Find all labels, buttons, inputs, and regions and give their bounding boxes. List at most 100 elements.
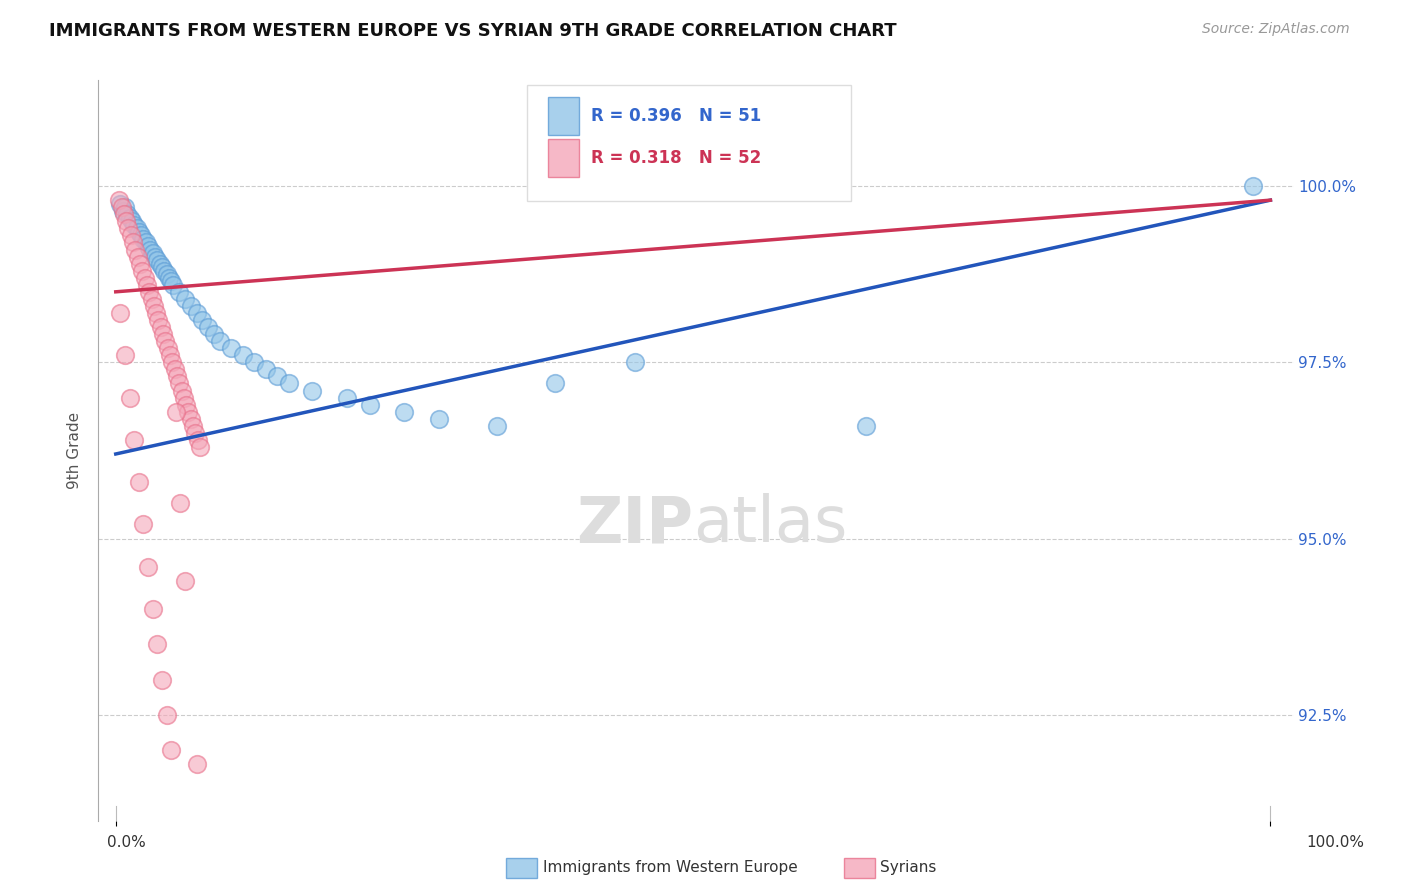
- Point: [149, 320, 172, 334]
- Point: [336, 391, 359, 405]
- Point: [165, 405, 187, 419]
- Point: [146, 637, 169, 651]
- Point: [136, 239, 159, 253]
- Point: [163, 362, 186, 376]
- Point: [111, 203, 134, 218]
- Text: atlas: atlas: [693, 493, 848, 556]
- Point: [167, 376, 190, 391]
- Point: [169, 496, 191, 510]
- Text: Immigrants from Western Europe: Immigrants from Western Europe: [543, 860, 797, 874]
- Point: [855, 418, 877, 433]
- Point: [301, 384, 323, 398]
- Point: [180, 411, 202, 425]
- Text: IMMIGRANTS FROM WESTERN EUROPE VS SYRIAN 9TH GRADE CORRELATION CHART: IMMIGRANTS FROM WESTERN EUROPE VS SYRIAN…: [49, 22, 897, 40]
- Point: [131, 263, 153, 277]
- Text: Source: ZipAtlas.com: Source: ZipAtlas.com: [1202, 22, 1350, 37]
- Point: [174, 574, 197, 588]
- Point: [186, 757, 208, 772]
- Point: [162, 277, 184, 292]
- Point: [181, 418, 204, 433]
- Point: [138, 285, 160, 299]
- Point: [155, 707, 177, 722]
- Point: [110, 306, 132, 320]
- Point: [1241, 179, 1264, 194]
- Point: [208, 334, 231, 348]
- Text: Syrians: Syrians: [880, 860, 936, 874]
- Point: [278, 376, 301, 391]
- Point: [184, 425, 207, 440]
- Point: [155, 267, 177, 281]
- Point: [112, 207, 135, 221]
- Point: [122, 433, 145, 447]
- Point: [143, 250, 166, 264]
- Point: [149, 257, 172, 271]
- Point: [191, 313, 214, 327]
- Point: [624, 355, 647, 369]
- Point: [202, 327, 225, 342]
- Point: [180, 299, 202, 313]
- Point: [110, 196, 132, 211]
- Point: [359, 398, 381, 412]
- Point: [152, 327, 174, 342]
- Point: [120, 228, 142, 243]
- Point: [132, 517, 155, 532]
- Point: [145, 306, 167, 320]
- Point: [159, 348, 181, 362]
- Text: 100.0%: 100.0%: [1306, 836, 1365, 850]
- Point: [427, 411, 450, 425]
- Point: [187, 433, 209, 447]
- Point: [132, 232, 155, 246]
- Point: [118, 391, 141, 405]
- Point: [243, 355, 266, 369]
- Point: [197, 320, 219, 334]
- Point: [135, 277, 157, 292]
- Point: [167, 285, 190, 299]
- Point: [117, 221, 139, 235]
- Point: [173, 391, 195, 405]
- Point: [166, 369, 188, 384]
- Text: 0.0%: 0.0%: [107, 836, 146, 850]
- Point: [254, 362, 277, 376]
- Text: ZIP: ZIP: [576, 493, 693, 556]
- Point: [219, 341, 242, 355]
- Point: [121, 214, 143, 228]
- Point: [485, 418, 508, 433]
- Point: [266, 369, 288, 384]
- Point: [128, 475, 150, 490]
- Point: [124, 243, 146, 257]
- Text: R = 0.318   N = 52: R = 0.318 N = 52: [591, 149, 761, 167]
- Point: [543, 376, 565, 391]
- Point: [174, 398, 197, 412]
- Point: [160, 743, 183, 757]
- Point: [110, 200, 132, 214]
- Text: R = 0.396   N = 51: R = 0.396 N = 51: [591, 107, 761, 125]
- Point: [115, 214, 138, 228]
- Point: [155, 334, 177, 348]
- Point: [141, 292, 163, 306]
- Point: [142, 602, 165, 616]
- Point: [135, 235, 157, 250]
- Point: [170, 384, 193, 398]
- Point: [177, 405, 200, 419]
- Point: [148, 313, 170, 327]
- Point: [142, 299, 165, 313]
- Point: [136, 559, 159, 574]
- Point: [150, 673, 173, 687]
- Point: [188, 440, 211, 454]
- Point: [129, 257, 152, 271]
- Point: [129, 228, 152, 243]
- Point: [122, 218, 145, 232]
- Point: [150, 260, 173, 274]
- Point: [114, 348, 136, 362]
- Point: [127, 250, 149, 264]
- Point: [142, 246, 165, 260]
- Point: [153, 263, 176, 277]
- Point: [157, 270, 180, 285]
- Point: [134, 270, 156, 285]
- Point: [394, 405, 416, 419]
- Point: [128, 225, 150, 239]
- Point: [156, 341, 179, 355]
- Point: [108, 193, 131, 207]
- Point: [174, 292, 197, 306]
- Point: [160, 274, 183, 288]
